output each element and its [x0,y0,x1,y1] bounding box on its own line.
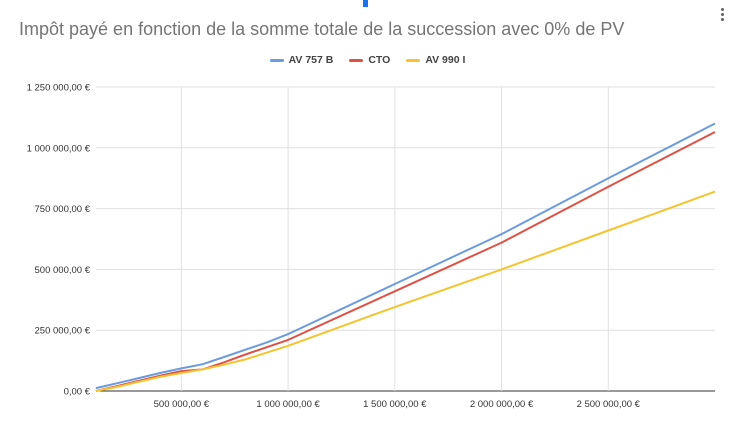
x-tick-label: 1 500 000,00 € [363,399,427,410]
y-tick-label: 500 000,00 € [35,265,91,276]
chart-legend: AV 757 B CTO AV 990 I [0,54,735,66]
legend-item-av757b[interactable]: AV 757 B [269,54,334,66]
x-tick-label: 2 500 000,00 € [577,399,641,410]
legend-swatch-av990i [406,58,421,62]
x-tick-label: 500 000,00 € [154,399,210,410]
series-line-1 [95,122,716,390]
x-tick-label: 1 000 000,00 € [256,399,320,410]
top-accent-mark [363,0,368,7]
y-tick-label: 0,00 € [64,387,91,398]
more-options-icon[interactable] [719,8,725,24]
legend-swatch-cto [349,58,364,62]
legend-item-cto[interactable]: CTO [349,54,390,66]
x-tick-label: 2 000 000,00 € [470,399,534,410]
x-axis-title-fragment [370,419,440,426]
y-tick-label: 1 000 000,00 € [27,143,91,154]
legend-label-cto: CTO [368,54,391,66]
legend-label-av757b: AV 757 B [288,54,334,66]
series-line-2 [95,131,716,392]
y-tick-label: 1 250 000,00 € [27,83,91,94]
y-tick-label: 250 000,00 € [35,326,91,337]
legend-item-av990i[interactable]: AV 990 I [406,54,465,66]
legend-label-av990i: AV 990 I [425,54,466,66]
legend-swatch-av757b [269,58,284,62]
series-line-3 [95,190,716,392]
y-tick-label: 750 000,00 € [35,204,91,215]
chart-title: Impôt payé en fonction de la somme total… [19,19,625,39]
